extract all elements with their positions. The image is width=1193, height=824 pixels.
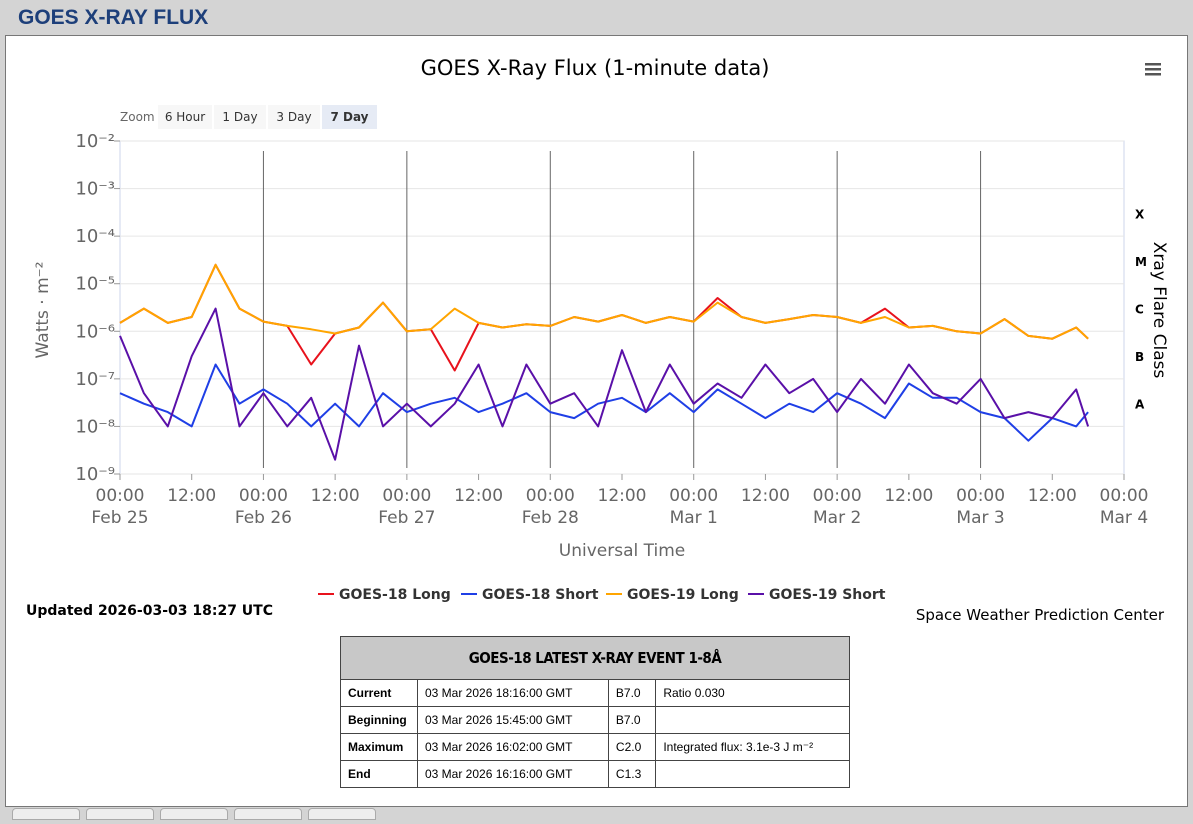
- page-title: GOES X-RAY FLUX: [18, 6, 209, 29]
- zoom-button-label: 6 Hour: [165, 110, 205, 124]
- legend-label: GOES-19 Short: [769, 587, 886, 603]
- chart-title: GOES X-Ray Flux (1-minute data): [421, 56, 770, 80]
- table-cell: C1.3: [607, 760, 657, 788]
- menu-button[interactable]: [1143, 58, 1163, 78]
- event-table: GOES-18 LATEST X-RAY EVENT 1-8Å Current 0…: [340, 636, 850, 788]
- tab[interactable]: [12, 808, 80, 820]
- series-line: [119, 263, 1089, 372]
- table-cell: 03 Mar 2026 15:45:00 GMT: [417, 706, 609, 734]
- zoom-button[interactable]: 3 Day: [268, 105, 320, 129]
- y-tick-label: 10⁻²: [75, 131, 115, 152]
- table-cell: Integrated flux: 3.1e-3 J m⁻²: [655, 733, 850, 761]
- zoom-button[interactable]: 1 Day: [214, 105, 266, 129]
- y-tick-label: 10⁻⁸: [75, 416, 115, 437]
- zoom-label: Zoom: [120, 110, 155, 124]
- legend-label: GOES-18 Short: [482, 587, 599, 603]
- table-row: Current 03 Mar 2026 18:16:00 GMT B7.0 Ratio…: [340, 679, 850, 707]
- zoom-button-bg: [268, 105, 320, 129]
- y-tick-label: 10⁻⁶: [75, 321, 115, 342]
- tab[interactable]: [234, 808, 302, 820]
- tab[interactable]: [308, 808, 376, 820]
- x-tick-label: 12:00: [454, 486, 503, 506]
- table-cell: 03 Mar 2026 16:16:00 GMT: [417, 760, 609, 788]
- table-cell: [655, 706, 850, 734]
- y2-axis-title: Xray Flare Class: [1149, 242, 1169, 379]
- table-cell: B7.0: [607, 706, 657, 734]
- table-title: GOES-18 LATEST X-RAY EVENT 1-8Å: [340, 636, 850, 680]
- zoom-button-bg: [214, 105, 266, 129]
- table-cell: C2.0: [607, 733, 657, 761]
- zoom-button[interactable]: 7 Day: [322, 105, 377, 129]
- table-row: Maximum 03 Mar 2026 16:02:00 GMT C2.0 Integ…: [340, 733, 850, 761]
- table-row: End 03 Mar 2026 16:16:00 GMT C1.3: [340, 760, 850, 788]
- legend-label: GOES-18 Long: [339, 587, 451, 603]
- plot-border: [119, 140, 1125, 475]
- series-line: [119, 307, 1090, 461]
- x-tick-label: 00:00 Mar 1: [669, 486, 718, 528]
- updated-time: Updated 2026-03-03 18:27 UTC: [26, 603, 273, 619]
- y-tick-label: 10⁻⁴: [75, 226, 115, 247]
- x-tick-label: 12:00: [598, 486, 647, 506]
- header: GOES X-RAY FLUX: [0, 0, 1193, 35]
- x-tick-label: 00:00 Mar 4: [1100, 486, 1149, 528]
- credit: Space Weather Prediction Center: [915, 606, 1164, 624]
- table-cell: Current: [340, 679, 418, 707]
- table-cell: End: [340, 760, 418, 788]
- x-tick-label: 00:00 Feb 25: [91, 486, 148, 528]
- x-tick-label: 00:00 Mar 2: [813, 486, 862, 528]
- x-tick-label: 00:00 Feb 28: [522, 486, 579, 528]
- y-axis-title: Watts · m⁻²: [33, 262, 53, 359]
- tab[interactable]: [160, 808, 228, 820]
- legend-item[interactable]: GOES-18 Long: [318, 587, 451, 603]
- series-line: [119, 263, 1089, 340]
- x-tick-label: 00:00 Mar 3: [956, 486, 1005, 528]
- table-cell: 03 Mar 2026 16:02:00 GMT: [417, 733, 609, 761]
- legend-item[interactable]: GOES-18 Short: [461, 587, 599, 603]
- y-tick-label: 10⁻⁵: [75, 274, 115, 295]
- zoom-button[interactable]: 6 Hour: [158, 105, 212, 129]
- x-tick-label: 12:00: [741, 486, 790, 506]
- legend-item[interactable]: GOES-19 Short: [748, 587, 886, 603]
- legend-item[interactable]: GOES-19 Long: [606, 587, 739, 603]
- table-cell: Maximum: [340, 733, 418, 761]
- table-cell: Ratio 0.030: [655, 679, 850, 707]
- y-tick-label: 10⁻⁷: [75, 369, 115, 390]
- x-tick-label: 00:00 Feb 26: [235, 486, 292, 528]
- x-tick-label: 12:00: [311, 486, 360, 506]
- table-cell: 03 Mar 2026 18:16:00 GMT: [417, 679, 609, 707]
- table-row: Beginning 03 Mar 2026 15:45:00 GMT B7.0: [340, 706, 850, 734]
- y-tick-label: 10⁻⁹: [75, 464, 115, 485]
- zoom-button-bg: [322, 105, 377, 129]
- x-axis-title: Universal Time: [559, 541, 685, 561]
- x-tick-label: 00:00 Feb 27: [378, 486, 435, 528]
- zoom-button-label: 3 Day: [276, 110, 311, 124]
- chart: GOES X-Ray Flux (1-minute data) Zoom 6 H…: [33, 56, 1169, 603]
- x-tick-label: 12:00: [884, 486, 933, 506]
- series-line: [119, 363, 1089, 442]
- legend-label: GOES-19 Long: [627, 587, 739, 603]
- tabs: [12, 805, 382, 824]
- zoom-button-label: 7 Day: [330, 110, 368, 124]
- zoom-button-label: 1 Day: [222, 110, 257, 124]
- y2-tick-label: X: [1135, 207, 1145, 221]
- table-cell: Beginning: [340, 706, 418, 734]
- y2-tick-label: A: [1135, 398, 1145, 412]
- tab[interactable]: [86, 808, 154, 820]
- y-tick-label: 10⁻³: [75, 179, 115, 200]
- table-cell: B7.0: [607, 679, 657, 707]
- x-tick-label: 12:00: [167, 486, 216, 506]
- table-cell: [655, 760, 850, 788]
- x-tick-label: 12:00: [1028, 486, 1077, 506]
- y2-tick-label: M: [1135, 255, 1147, 269]
- y2-tick-label: B: [1135, 350, 1144, 364]
- zoom-button-bg: [158, 105, 212, 129]
- y2-tick-label: C: [1135, 303, 1144, 317]
